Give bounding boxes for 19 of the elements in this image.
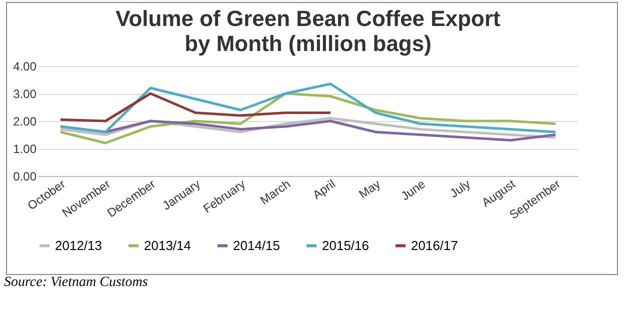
chart-subtitle: by Month (million bags): [184, 31, 432, 56]
legend-label: 2012/13: [55, 238, 102, 253]
legend-label: 2013/14: [144, 238, 191, 253]
x-tick-label: June: [398, 176, 428, 204]
legend-label: 2015/16: [322, 238, 369, 253]
legend-label: 2014/15: [233, 238, 280, 253]
line-series: [59, 92, 332, 122]
y-tick-label: 4.00: [13, 60, 37, 74]
x-tick-label: May: [356, 176, 383, 202]
y-tick-label: 0.00: [13, 170, 37, 184]
line-series: [59, 82, 557, 134]
chart-title: Volume of Green Bean Coffee Export: [116, 6, 501, 31]
legend-label: 2016/17: [411, 238, 458, 253]
y-tick-label: 3.00: [13, 87, 37, 101]
source-note: Source: Vietnam Customs: [4, 275, 149, 291]
x-tick-label: July: [447, 176, 473, 201]
y-tick-label: 1.00: [13, 142, 37, 156]
y-tick-label: 2.00: [13, 114, 37, 128]
line-series: [59, 92, 557, 144]
